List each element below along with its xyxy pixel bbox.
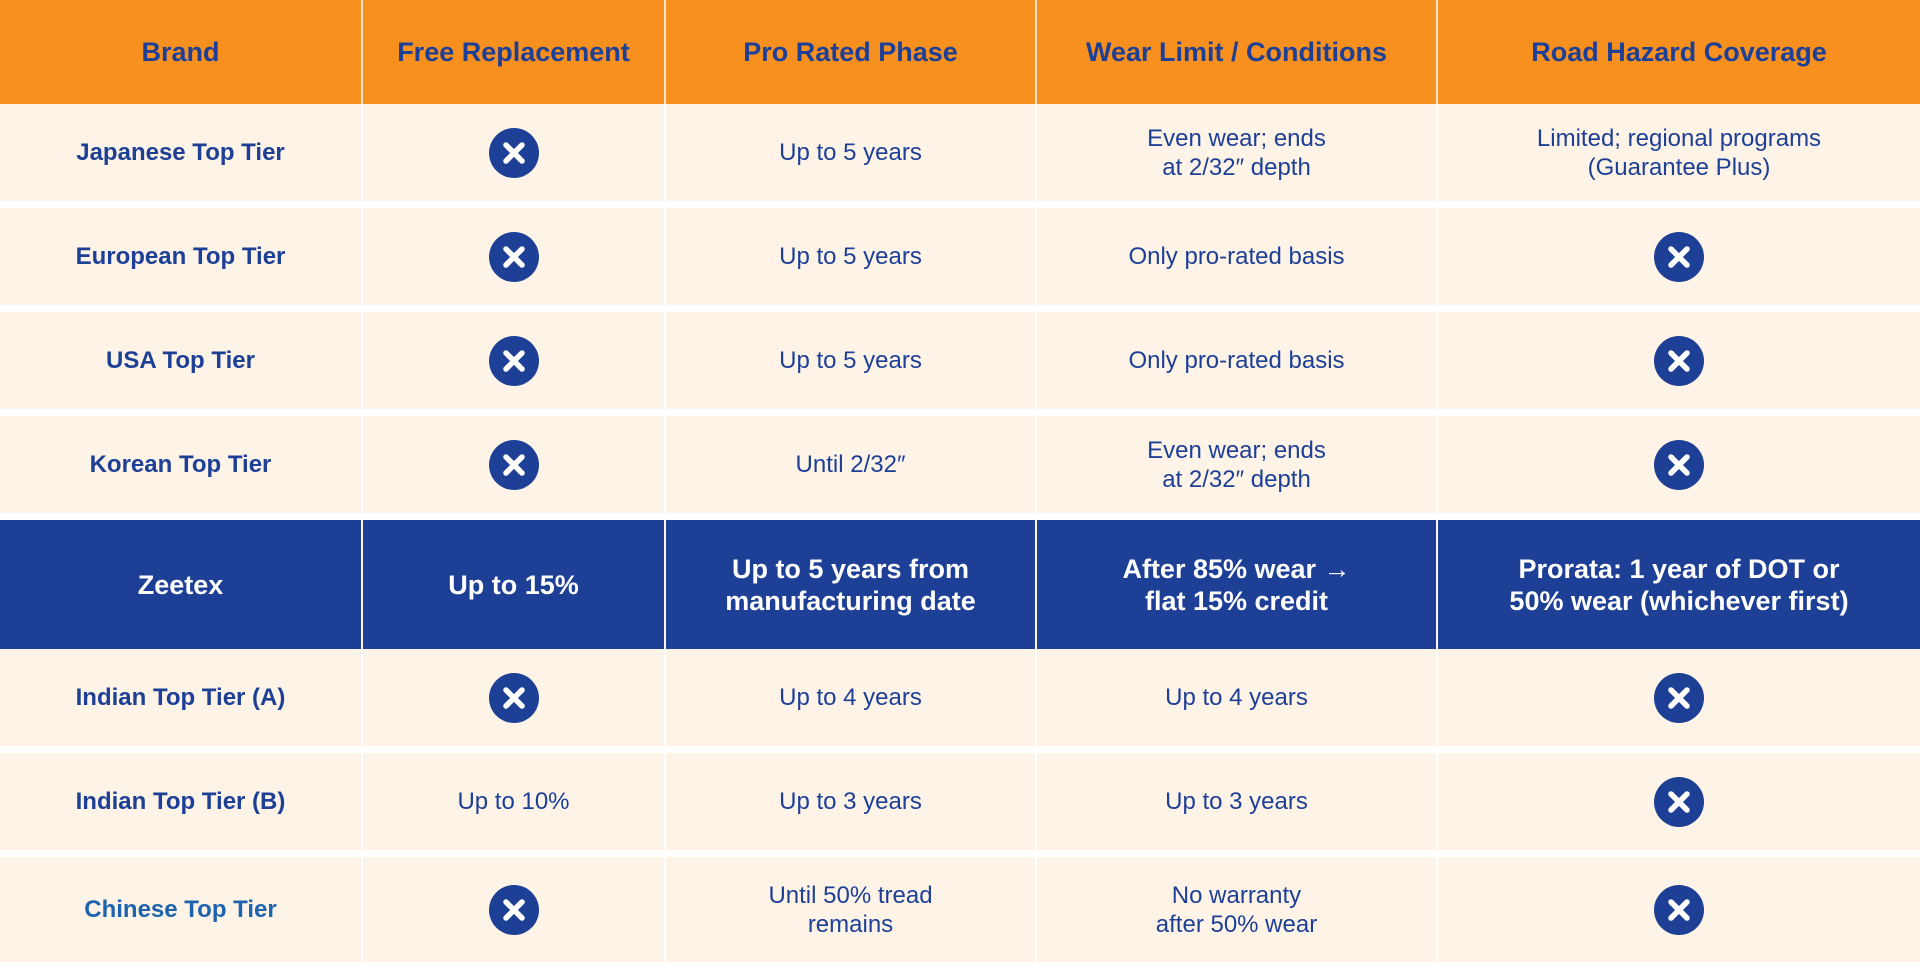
pro-rated-cell: Up to 5 years from manufacturing date [666, 520, 1037, 649]
pro-rated-cell: Up to 5 years [666, 208, 1037, 312]
pro-rated-cell: Up to 4 years [666, 649, 1037, 753]
free-replacement-cell [363, 208, 666, 312]
brand-cell: Indian Top Tier (B) [0, 753, 363, 857]
x-circle-icon [488, 127, 539, 178]
x-circle-icon [488, 335, 539, 386]
free-replacement-cell [363, 649, 666, 753]
brand-cell: Zeetex [0, 520, 363, 649]
x-circle-icon [1654, 776, 1704, 827]
x-circle-icon [488, 672, 539, 723]
pro-rated-cell: Until 2/32″ [666, 416, 1037, 520]
road-hazard-cell [1438, 753, 1920, 857]
road-hazard-cell [1438, 416, 1920, 520]
wear-limit-cell: Even wear; ends at 2/32″ depth [1037, 416, 1438, 520]
wear-limit-cell: Only pro-rated basis [1037, 208, 1438, 312]
free-replacement-cell [363, 857, 666, 962]
wear-limit-cell: Only pro-rated basis [1037, 312, 1438, 416]
wear-limit-cell: Up to 3 years [1037, 753, 1438, 857]
road-hazard-cell [1438, 857, 1920, 962]
brand-cell: Chinese Top Tier [0, 857, 363, 962]
header-road-hazard: Road Hazard Coverage [1438, 0, 1920, 104]
free-replacement-cell: Up to 15% [363, 520, 666, 649]
free-replacement-cell [363, 416, 666, 520]
pro-rated-cell: Up to 3 years [666, 753, 1037, 857]
pro-rated-cell: Up to 5 years [666, 312, 1037, 416]
x-circle-icon [1654, 672, 1704, 723]
wear-limit-cell: After 85% wear → flat 15% credit [1037, 520, 1438, 649]
header-pro-rated-phase: Pro Rated Phase [666, 0, 1037, 104]
wear-limit-cell: Even wear; ends at 2/32″ depth [1037, 104, 1438, 208]
header-free-replacement: Free Replacement [363, 0, 666, 104]
header-wear-limit: Wear Limit / Conditions [1037, 0, 1438, 104]
free-replacement-cell [363, 104, 666, 208]
header-brand: Brand [0, 0, 363, 104]
road-hazard-cell: Limited; regional programs (Guarantee Pl… [1438, 104, 1920, 208]
brand-cell: Indian Top Tier (A) [0, 649, 363, 753]
wear-limit-cell: No warranty after 50% wear [1037, 857, 1438, 962]
x-circle-icon [1654, 439, 1704, 490]
x-circle-icon [1654, 335, 1704, 386]
road-hazard-cell [1438, 649, 1920, 753]
brand-cell: European Top Tier [0, 208, 363, 312]
free-replacement-cell [363, 312, 666, 416]
road-hazard-cell [1438, 312, 1920, 416]
wear-limit-cell: Up to 4 years [1037, 649, 1438, 753]
free-replacement-cell: Up to 10% [363, 753, 666, 857]
pro-rated-cell: Until 50% tread remains [666, 857, 1037, 962]
brand-cell: Korean Top Tier [0, 416, 363, 520]
x-circle-icon [1654, 231, 1704, 282]
road-hazard-cell [1438, 208, 1920, 312]
brand-cell: USA Top Tier [0, 312, 363, 416]
x-circle-icon [1654, 884, 1704, 935]
brand-cell: Japanese Top Tier [0, 104, 363, 208]
x-circle-icon [488, 231, 539, 282]
x-circle-icon [488, 439, 539, 490]
x-circle-icon [488, 884, 539, 935]
road-hazard-cell: Prorata: 1 year of DOT or 50% wear (whic… [1438, 520, 1920, 649]
pro-rated-cell: Up to 5 years [666, 104, 1037, 208]
